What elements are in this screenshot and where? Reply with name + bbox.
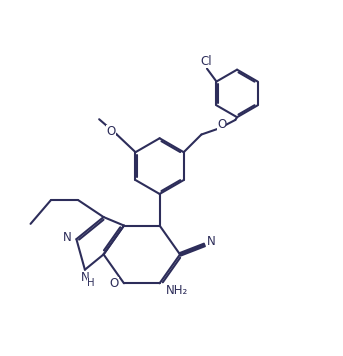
Text: N: N — [81, 271, 89, 284]
Text: Cl: Cl — [200, 55, 212, 68]
Text: O: O — [110, 277, 119, 290]
Text: O: O — [106, 125, 116, 138]
Text: NH₂: NH₂ — [166, 284, 188, 297]
Text: O: O — [217, 118, 226, 131]
Text: N: N — [62, 231, 71, 244]
Text: N: N — [207, 235, 216, 248]
Text: H: H — [86, 278, 94, 288]
